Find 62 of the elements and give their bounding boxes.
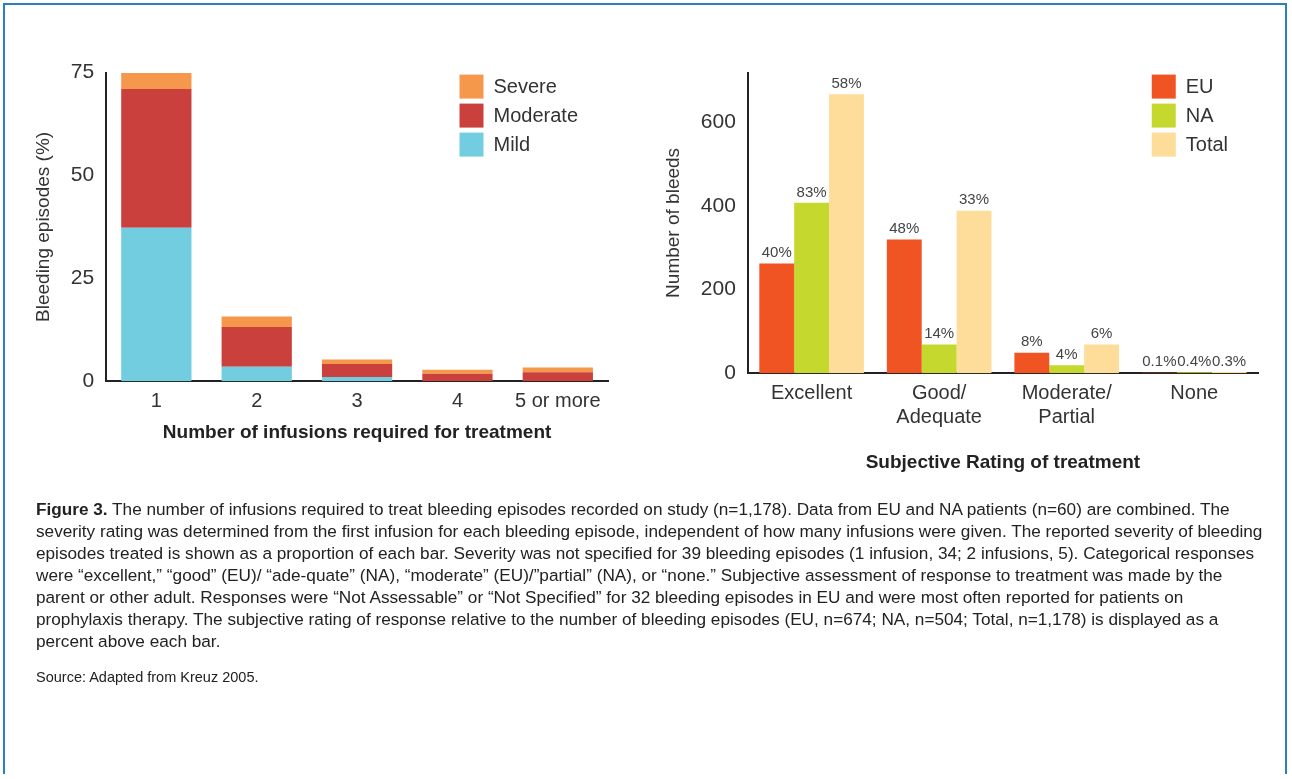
y-tick-label: 0 (82, 368, 95, 391)
annotation: 83% (796, 182, 827, 200)
source-note: Source: Adapted from Kreuz 2005. (36, 668, 260, 687)
legend-label: EU (1185, 75, 1214, 98)
x-tick-label: 5 or more (515, 388, 601, 411)
annotation: 40% (761, 243, 792, 261)
bar (221, 326, 292, 367)
bar (956, 210, 992, 374)
bar (422, 373, 493, 382)
y-tick-label: 50 (70, 162, 95, 186)
legend-label: Severe (493, 75, 557, 98)
bar (1084, 344, 1119, 374)
bar (321, 359, 393, 364)
annotation: 6% (1090, 324, 1113, 342)
bar (1049, 365, 1085, 374)
legend-label: Mild (493, 133, 531, 156)
legend-label: Moderate (493, 104, 579, 127)
bar (921, 344, 957, 374)
annotation: 4% (1055, 344, 1078, 362)
y-tick-label: 200 (700, 276, 736, 300)
bar (121, 89, 192, 228)
bar (522, 372, 593, 382)
x-tick-label: Good/Adequate (896, 380, 982, 427)
bar (794, 202, 830, 374)
x-tick-label: 4 (451, 388, 464, 411)
annotation: 8% (1020, 332, 1043, 350)
y-tick-label: 600 (700, 109, 736, 133)
y-axis-title: Bleeding episodes (%) (31, 131, 53, 322)
bar (759, 263, 795, 374)
bar (221, 366, 292, 382)
bar (121, 227, 192, 382)
y-tick-label: 75 (70, 59, 95, 83)
annotation: 0.3% (1211, 351, 1247, 369)
legend-label: Total (1185, 133, 1228, 156)
bar (321, 363, 393, 378)
x-tick-label: Moderate/Partial (1021, 380, 1113, 427)
annotation: 48% (889, 219, 920, 237)
x-tick-label: Excellent (771, 380, 853, 403)
bar (121, 73, 192, 90)
annotation: 33% (958, 190, 990, 208)
caption: Figure 3. The number of infusions required to treat bleeding episodes recorded on study (n=1,178). Data from EU and NA patients (n=60) are combined. The severity rating was determined from the first infusion for each bleeding episode, independent of how many infusions were given. The reported severity of bleeding episodes treated is shown as a proportion of each bar. Severity was not specified for 39 bleeding episodes (1 infusion, 34; 2 infusions, 5). Categorical responses were “excellent,” “good” (EU)/ “ade-quate” (NA), “moderate” (EU)/”partial” (NA), or “none.” Subjective assessment of response to treatment was made by the parent or other adult. Responses were “Not Assessable” or “Not Specified” for 32 bleeding episodes in EU and were most often reported for patients on prophylaxis therapy. The subjective rating of response relative to the number of bleeding episodes (EU, n=674; NA, n=504; Total, n=1,178) is displayed as a percent above each bar. (36, 498, 1264, 652)
x-tick-label: 1 (150, 388, 162, 411)
y-axis-title: Number of bleeds (661, 147, 683, 298)
bar (221, 316, 292, 327)
annotation: 58% (831, 73, 862, 91)
y-tick-label: 25 (70, 265, 95, 289)
x-tick-label: 3 (351, 388, 363, 411)
bar (321, 377, 393, 382)
bar (886, 239, 922, 374)
bar (422, 369, 493, 374)
y-tick-label: 400 (700, 193, 736, 216)
annotation: 0.4% (1177, 352, 1212, 370)
annotation: 0.1% (1142, 352, 1177, 370)
y-tick-label: 0 (724, 360, 736, 383)
x-tick-label: 2 (251, 388, 263, 411)
x-tick-label: None (1170, 380, 1219, 403)
annotation: 14% (924, 324, 955, 342)
x-axis-title: Number of infusions required for treatment (162, 420, 552, 442)
legend-label: NA (1185, 104, 1215, 127)
bar (829, 94, 864, 374)
bar (1014, 352, 1050, 374)
x-axis-title: Subjective Rating of treatment (865, 450, 1141, 472)
